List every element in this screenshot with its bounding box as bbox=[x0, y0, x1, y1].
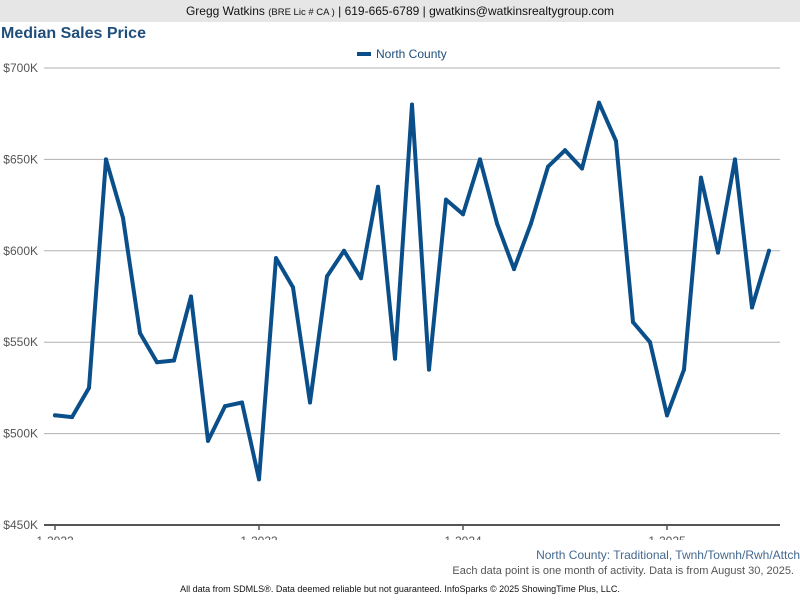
data-point[interactable] bbox=[648, 340, 652, 345]
legend[interactable]: North County bbox=[357, 47, 447, 61]
y-tick-label: $450K bbox=[3, 518, 38, 532]
y-tick-label: $500K bbox=[3, 427, 38, 441]
y-tick-label: $600K bbox=[3, 244, 38, 258]
data-note: Each data point is one month of activity… bbox=[452, 565, 794, 577]
license-number: (BRE Lic # CA ) bbox=[268, 7, 335, 18]
plot-area bbox=[53, 100, 771, 482]
y-axis-tick-labels: $450K $500K $550K $600K $650K $700K bbox=[3, 61, 38, 532]
data-point[interactable] bbox=[257, 477, 261, 482]
data-point[interactable] bbox=[206, 438, 210, 443]
data-point[interactable] bbox=[223, 404, 227, 409]
data-point[interactable] bbox=[70, 415, 74, 420]
data-point[interactable] bbox=[291, 285, 295, 290]
agent-name: Gregg Watkins bbox=[185, 4, 265, 18]
data-point[interactable] bbox=[325, 274, 329, 279]
data-point[interactable] bbox=[427, 367, 431, 372]
data-point[interactable] bbox=[274, 256, 278, 261]
data-point[interactable] bbox=[546, 164, 550, 169]
line-chart: $450K$500K$550K$600K$650K$700K 1-20221-2… bbox=[3, 47, 780, 540]
legend-label: North County bbox=[376, 47, 447, 61]
data-point[interactable] bbox=[461, 212, 465, 217]
agent-email[interactable]: gwatkins@watkinsrealtygroup.com bbox=[429, 4, 615, 18]
data-point[interactable] bbox=[699, 175, 703, 180]
data-point[interactable] bbox=[240, 400, 244, 405]
chart-subcaption: North County: Traditional, Twnh/Townh/Rw… bbox=[536, 548, 800, 562]
data-point[interactable] bbox=[716, 250, 720, 255]
data-point[interactable] bbox=[478, 157, 482, 162]
y-tick-label: $650K bbox=[3, 152, 38, 166]
data-point[interactable] bbox=[121, 215, 125, 220]
data-point[interactable] bbox=[512, 267, 516, 272]
x-tick-label: 1-2023 bbox=[240, 534, 278, 540]
x-tick-label: 1-2024 bbox=[444, 534, 482, 540]
data-point[interactable] bbox=[733, 157, 737, 162]
data-point[interactable] bbox=[376, 184, 380, 189]
grid-lines bbox=[44, 67, 780, 435]
data-point[interactable] bbox=[104, 157, 108, 162]
data-point[interactable] bbox=[563, 148, 567, 153]
data-point[interactable] bbox=[580, 166, 584, 171]
data-point[interactable] bbox=[750, 305, 754, 310]
data-point[interactable] bbox=[308, 400, 312, 405]
y-tick-label: $700K bbox=[3, 61, 38, 75]
data-point[interactable] bbox=[767, 248, 771, 253]
x-axis: 1-2022 1-2023 1-2024 1-2025 bbox=[36, 524, 780, 540]
data-point[interactable] bbox=[189, 294, 193, 299]
x-tick-label: 1-2025 bbox=[648, 534, 686, 540]
data-point[interactable] bbox=[631, 320, 635, 325]
data-point[interactable] bbox=[138, 331, 142, 336]
data-point[interactable] bbox=[87, 385, 91, 390]
data-point[interactable] bbox=[172, 358, 176, 363]
data-point[interactable] bbox=[682, 367, 686, 372]
footer-disclaimer: All data from SDMLS®. Data deemed reliab… bbox=[180, 584, 620, 594]
data-point[interactable] bbox=[614, 139, 618, 144]
data-point[interactable] bbox=[495, 221, 499, 226]
y-tick-label: $550K bbox=[3, 335, 38, 349]
chart-title: Median Sales Price bbox=[1, 25, 146, 42]
data-point[interactable] bbox=[393, 356, 397, 361]
data-point[interactable] bbox=[444, 197, 448, 202]
x-tick-label: 1-2022 bbox=[36, 534, 74, 540]
separator: | bbox=[422, 4, 426, 18]
data-point[interactable] bbox=[410, 102, 414, 107]
data-point[interactable] bbox=[529, 221, 533, 226]
agent-contact-bar: Gregg Watkins (BRE Lic # CA ) | 619-665-… bbox=[0, 0, 800, 22]
separator: | bbox=[338, 4, 342, 18]
data-point[interactable] bbox=[359, 276, 363, 281]
data-point[interactable] bbox=[665, 413, 669, 418]
data-point[interactable] bbox=[155, 360, 159, 365]
agent-phone[interactable]: 619-665-6789 bbox=[344, 4, 420, 18]
data-point[interactable] bbox=[342, 248, 346, 253]
data-point[interactable] bbox=[597, 100, 601, 105]
data-point[interactable] bbox=[53, 413, 57, 418]
